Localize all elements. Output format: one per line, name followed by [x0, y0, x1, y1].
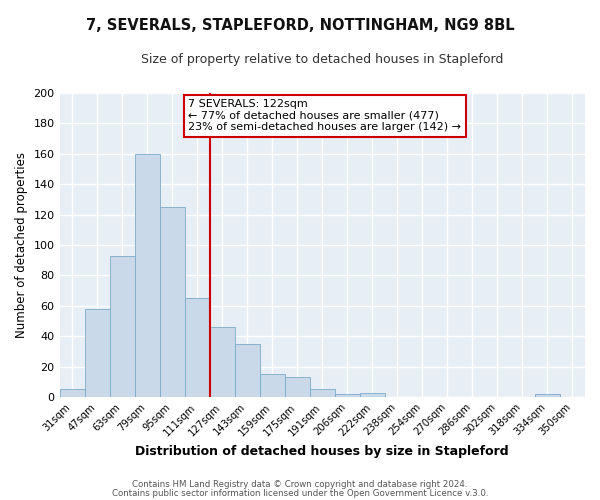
Bar — [260, 374, 285, 397]
Text: 7 SEVERALS: 122sqm
← 77% of detached houses are smaller (477)
23% of semi-detach: 7 SEVERALS: 122sqm ← 77% of detached hou… — [188, 99, 461, 132]
Text: 7, SEVERALS, STAPLEFORD, NOTTINGHAM, NG9 8BL: 7, SEVERALS, STAPLEFORD, NOTTINGHAM, NG9… — [86, 18, 514, 32]
Y-axis label: Number of detached properties: Number of detached properties — [15, 152, 28, 338]
X-axis label: Distribution of detached houses by size in Stapleford: Distribution of detached houses by size … — [136, 444, 509, 458]
Bar — [185, 298, 209, 397]
Bar — [535, 394, 560, 397]
Bar — [59, 390, 85, 397]
Bar — [235, 344, 260, 397]
Bar — [335, 394, 360, 397]
Bar — [360, 392, 385, 397]
Text: Contains HM Land Registry data © Crown copyright and database right 2024.: Contains HM Land Registry data © Crown c… — [132, 480, 468, 489]
Text: Contains public sector information licensed under the Open Government Licence v.: Contains public sector information licen… — [112, 488, 488, 498]
Bar — [160, 207, 185, 397]
Title: Size of property relative to detached houses in Stapleford: Size of property relative to detached ho… — [141, 52, 503, 66]
Bar — [110, 256, 134, 397]
Bar — [85, 309, 110, 397]
Bar — [310, 390, 335, 397]
Bar — [209, 327, 235, 397]
Bar — [285, 378, 310, 397]
Bar — [134, 154, 160, 397]
